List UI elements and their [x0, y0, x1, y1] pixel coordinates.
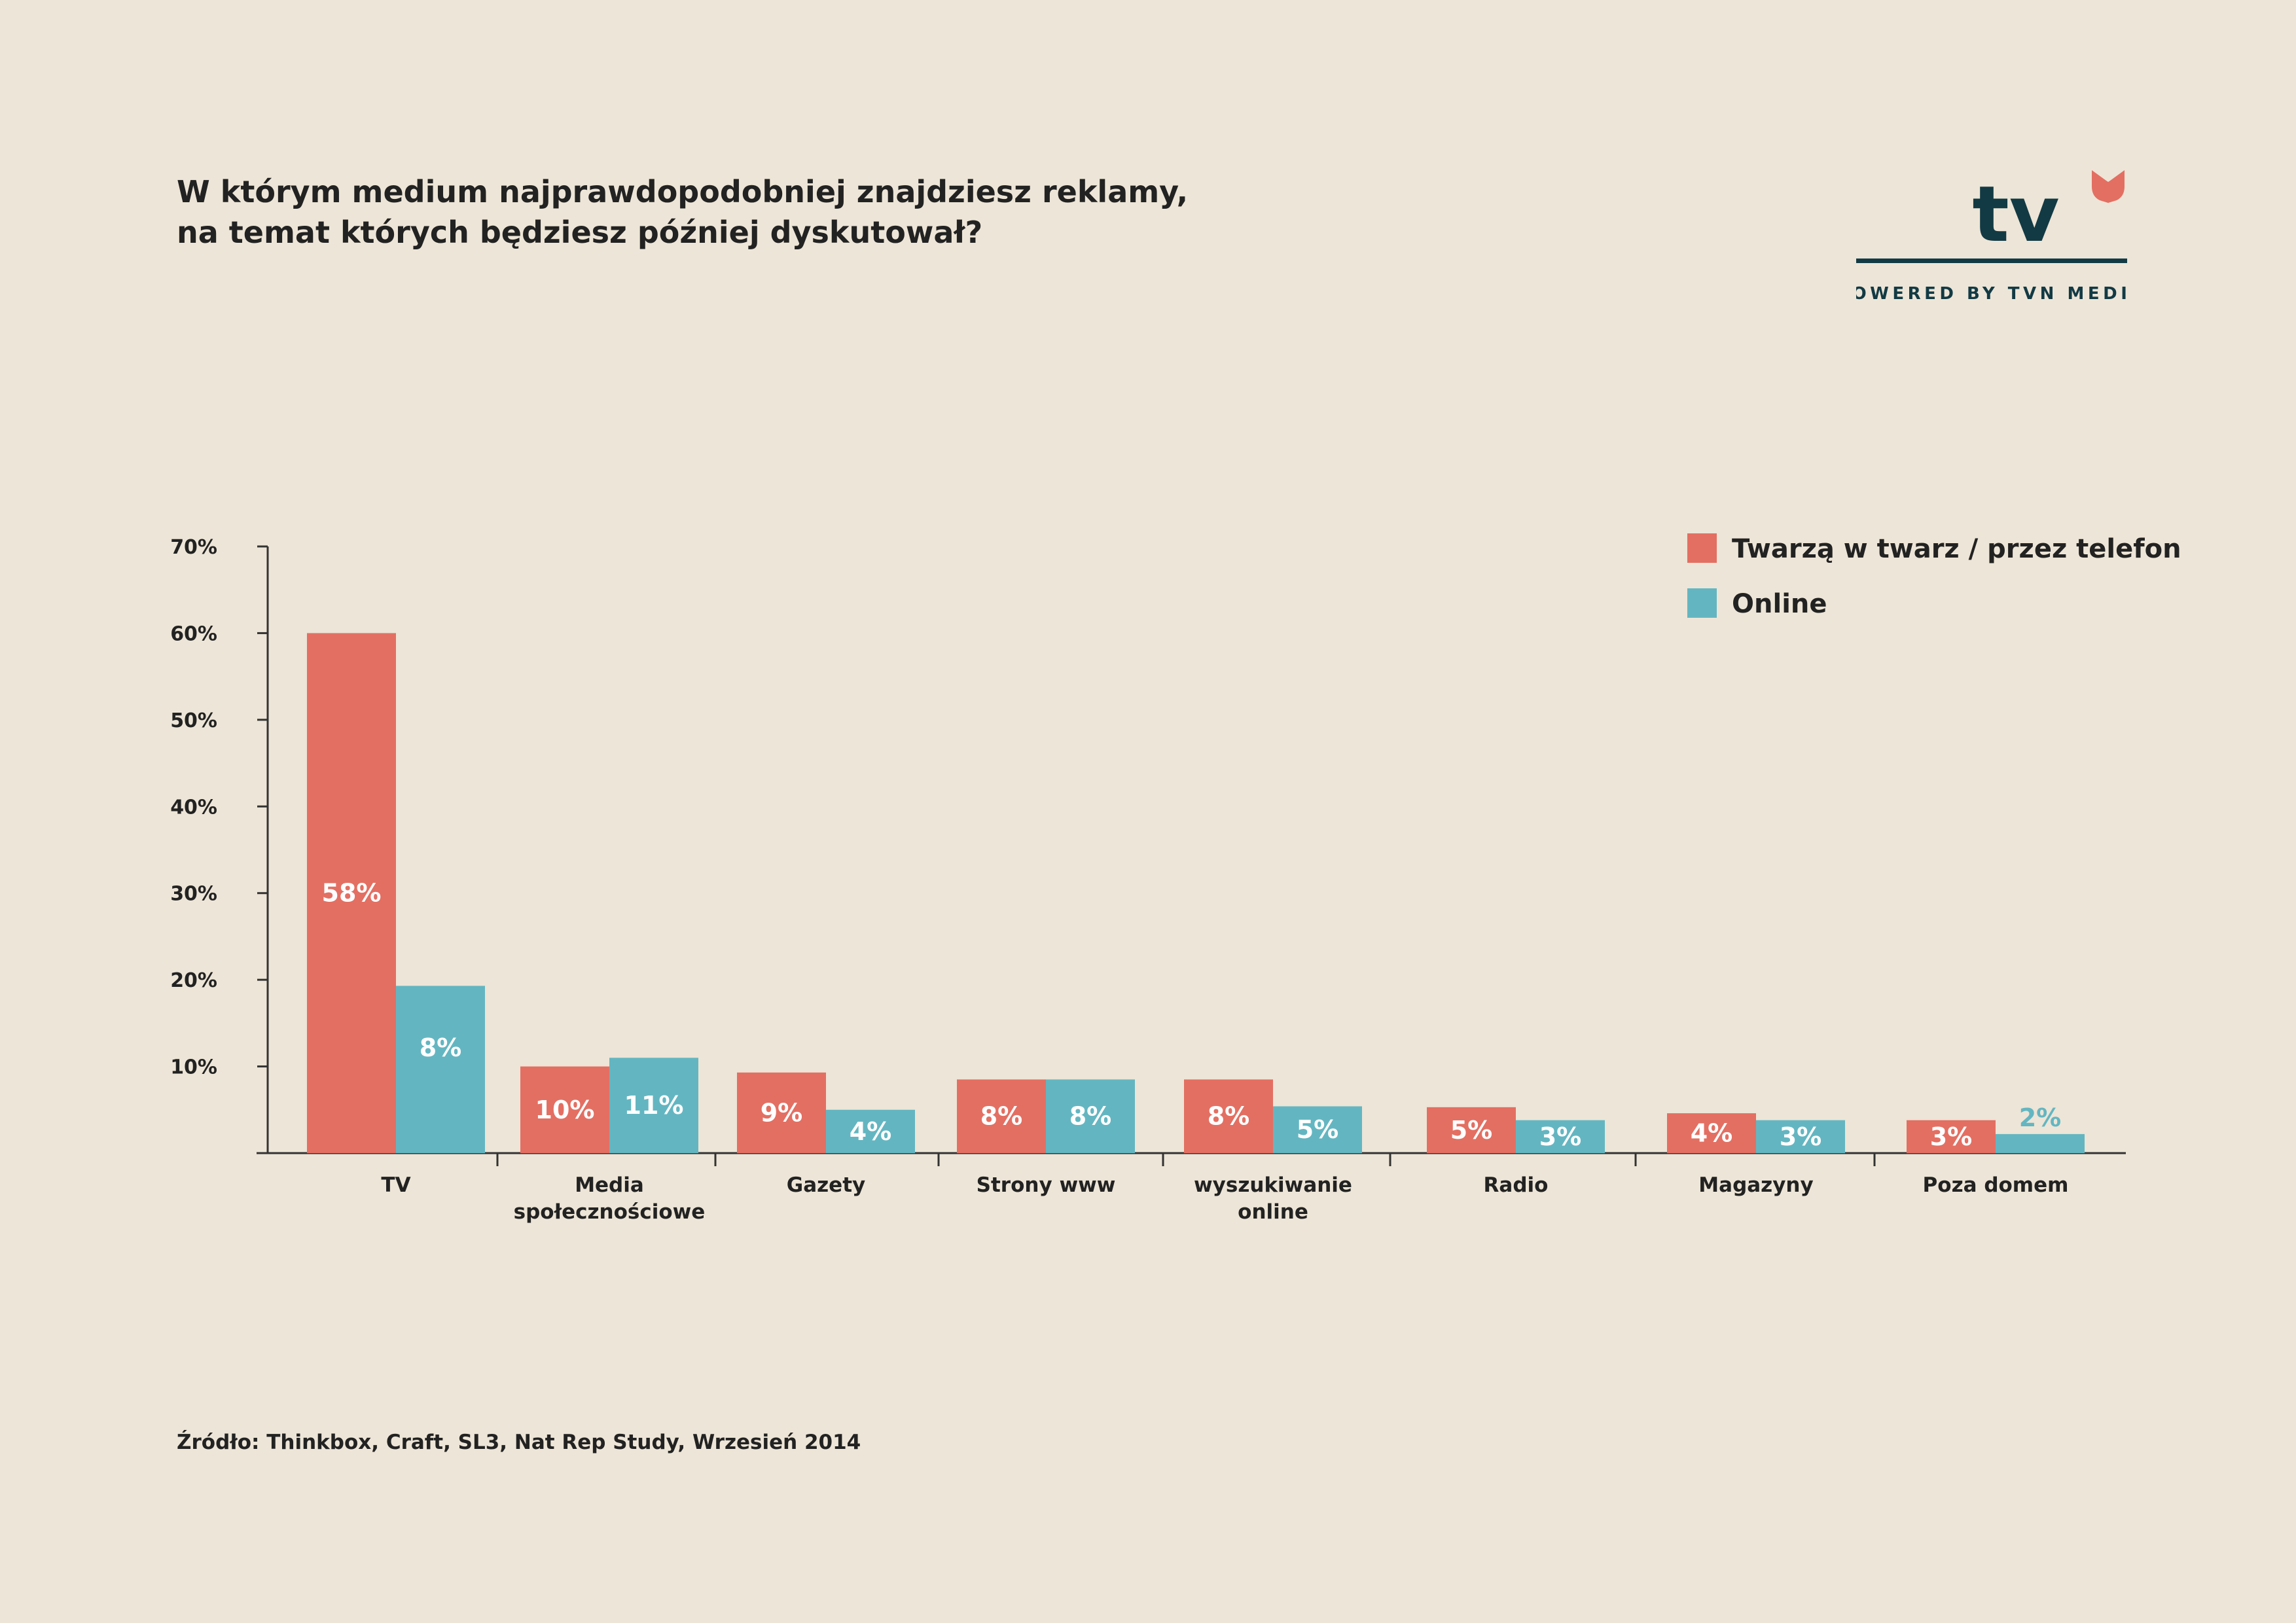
tvn-media-logo: tv POWERED BY TVN MEDIA	[1856, 169, 2127, 304]
bar-value-label: 4%	[850, 1117, 892, 1146]
bar-value-label: 5%	[1297, 1115, 1339, 1144]
y-tick-label: 70%	[170, 536, 217, 559]
legend-swatch	[1687, 533, 1717, 563]
y-tick-label: 60%	[170, 622, 217, 645]
y-tick-label: 10%	[170, 1056, 217, 1079]
x-category-label: wyszukiwanie online	[1194, 1173, 1352, 1224]
chart-title: W którym medium najprawdopodobniej znajd…	[177, 171, 1224, 253]
bar-face-to-face	[1907, 1120, 1996, 1153]
logo-tv-mark: tv	[1972, 169, 2059, 259]
logo-divider	[1856, 259, 2127, 263]
heart-icon	[2092, 170, 2125, 203]
legend: Twarzą w twarz / przez telefon Online	[1687, 533, 2181, 619]
x-axis: TV Media społecznościowe Gazety Strony www wy…	[257, 1152, 2126, 1224]
x-category-label: Magazyny	[1698, 1173, 1813, 1197]
x-category-label-line: Media	[575, 1173, 644, 1197]
bar-value-label: 8%	[980, 1102, 1023, 1131]
x-category-label-line: online	[1238, 1200, 1308, 1224]
x-category-label: Poza domem	[1923, 1173, 2069, 1197]
source-note: Źródło: Thinkbox, Craft, SL3, Nat Rep St…	[177, 1431, 861, 1454]
x-category-label-line: TV	[381, 1173, 410, 1197]
bar-face-to-face	[1427, 1107, 1516, 1153]
bar-value-label: 9%	[761, 1098, 803, 1127]
x-category-label-line: wyszukiwanie	[1194, 1173, 1352, 1197]
bar-online	[826, 1109, 915, 1153]
x-category-label-line: Strony www	[977, 1173, 1116, 1197]
legend-label: Online	[1732, 589, 1827, 619]
bar-face-to-face	[307, 633, 396, 1153]
bar-value-label: 3%	[1780, 1122, 1822, 1151]
bar-face-to-face	[1667, 1113, 1756, 1153]
x-category-label-line: społecznościowe	[514, 1200, 706, 1224]
x-category-label: TV	[381, 1173, 410, 1197]
bar-value-label: 8%	[420, 1033, 462, 1062]
bar-online	[1046, 1079, 1135, 1153]
x-category-label: Radio	[1484, 1173, 1549, 1197]
bar-value-label: 2%	[2019, 1103, 2062, 1132]
bar-online	[1996, 1133, 2085, 1153]
bar-value-label: 11%	[624, 1091, 684, 1120]
x-category-label-line: Radio	[1484, 1173, 1549, 1197]
x-category-label-line: Magazyny	[1698, 1173, 1813, 1197]
x-category-label: Media społecznościowe	[514, 1173, 706, 1224]
bar-value-label: 8%	[1069, 1102, 1112, 1131]
bar-online	[396, 986, 485, 1153]
y-tick-label: 20%	[170, 969, 217, 992]
bar-value-label: 3%	[1539, 1122, 1582, 1151]
bar-online	[1516, 1120, 1605, 1153]
bar-face-to-face	[1184, 1079, 1273, 1153]
bar-face-to-face	[520, 1066, 609, 1153]
bar-value-label: 3%	[1930, 1122, 1973, 1151]
logo-tagline: POWERED BY TVN MEDIA	[1856, 284, 2127, 304]
bar-value-label: 10%	[535, 1096, 595, 1124]
legend-label: Twarzą w twarz / przez telefon	[1732, 534, 2181, 564]
x-category-label: Strony www	[977, 1173, 1116, 1197]
bar-value-label: 4%	[1691, 1119, 1733, 1148]
y-axis: 10% 20% 30% 40% 50% 60% 70%	[170, 536, 269, 1153]
chart-title-line-2: na temat których będziesz później dyskut…	[177, 215, 983, 250]
bar-online	[609, 1058, 698, 1153]
x-category-label-line: Gazety	[787, 1173, 865, 1197]
x-category-label: Gazety	[787, 1173, 865, 1197]
bar-value-label: 8%	[1208, 1102, 1250, 1131]
y-tick-label: 40%	[170, 796, 217, 819]
x-category-label-line: Poza domem	[1923, 1173, 2069, 1197]
bar-online	[1273, 1106, 1362, 1153]
bar-value-label: 58%	[322, 879, 382, 908]
chart-title-line-1: W którym medium najprawdopodobniej znajd…	[177, 174, 1189, 209]
y-tick-label: 50%	[170, 709, 217, 732]
bar-value-label: 5%	[1450, 1116, 1493, 1145]
bars: 58% 10% 9% 8% 8% 5% 4% 3% 8% 11% 4% 8% 5% 3% 3% 2%	[307, 633, 2085, 1153]
bar-face-to-face	[737, 1072, 826, 1153]
y-tick-label: 30%	[170, 883, 217, 906]
bar-online	[1756, 1120, 1845, 1153]
legend-swatch	[1687, 588, 1717, 618]
bar-face-to-face	[957, 1079, 1046, 1153]
